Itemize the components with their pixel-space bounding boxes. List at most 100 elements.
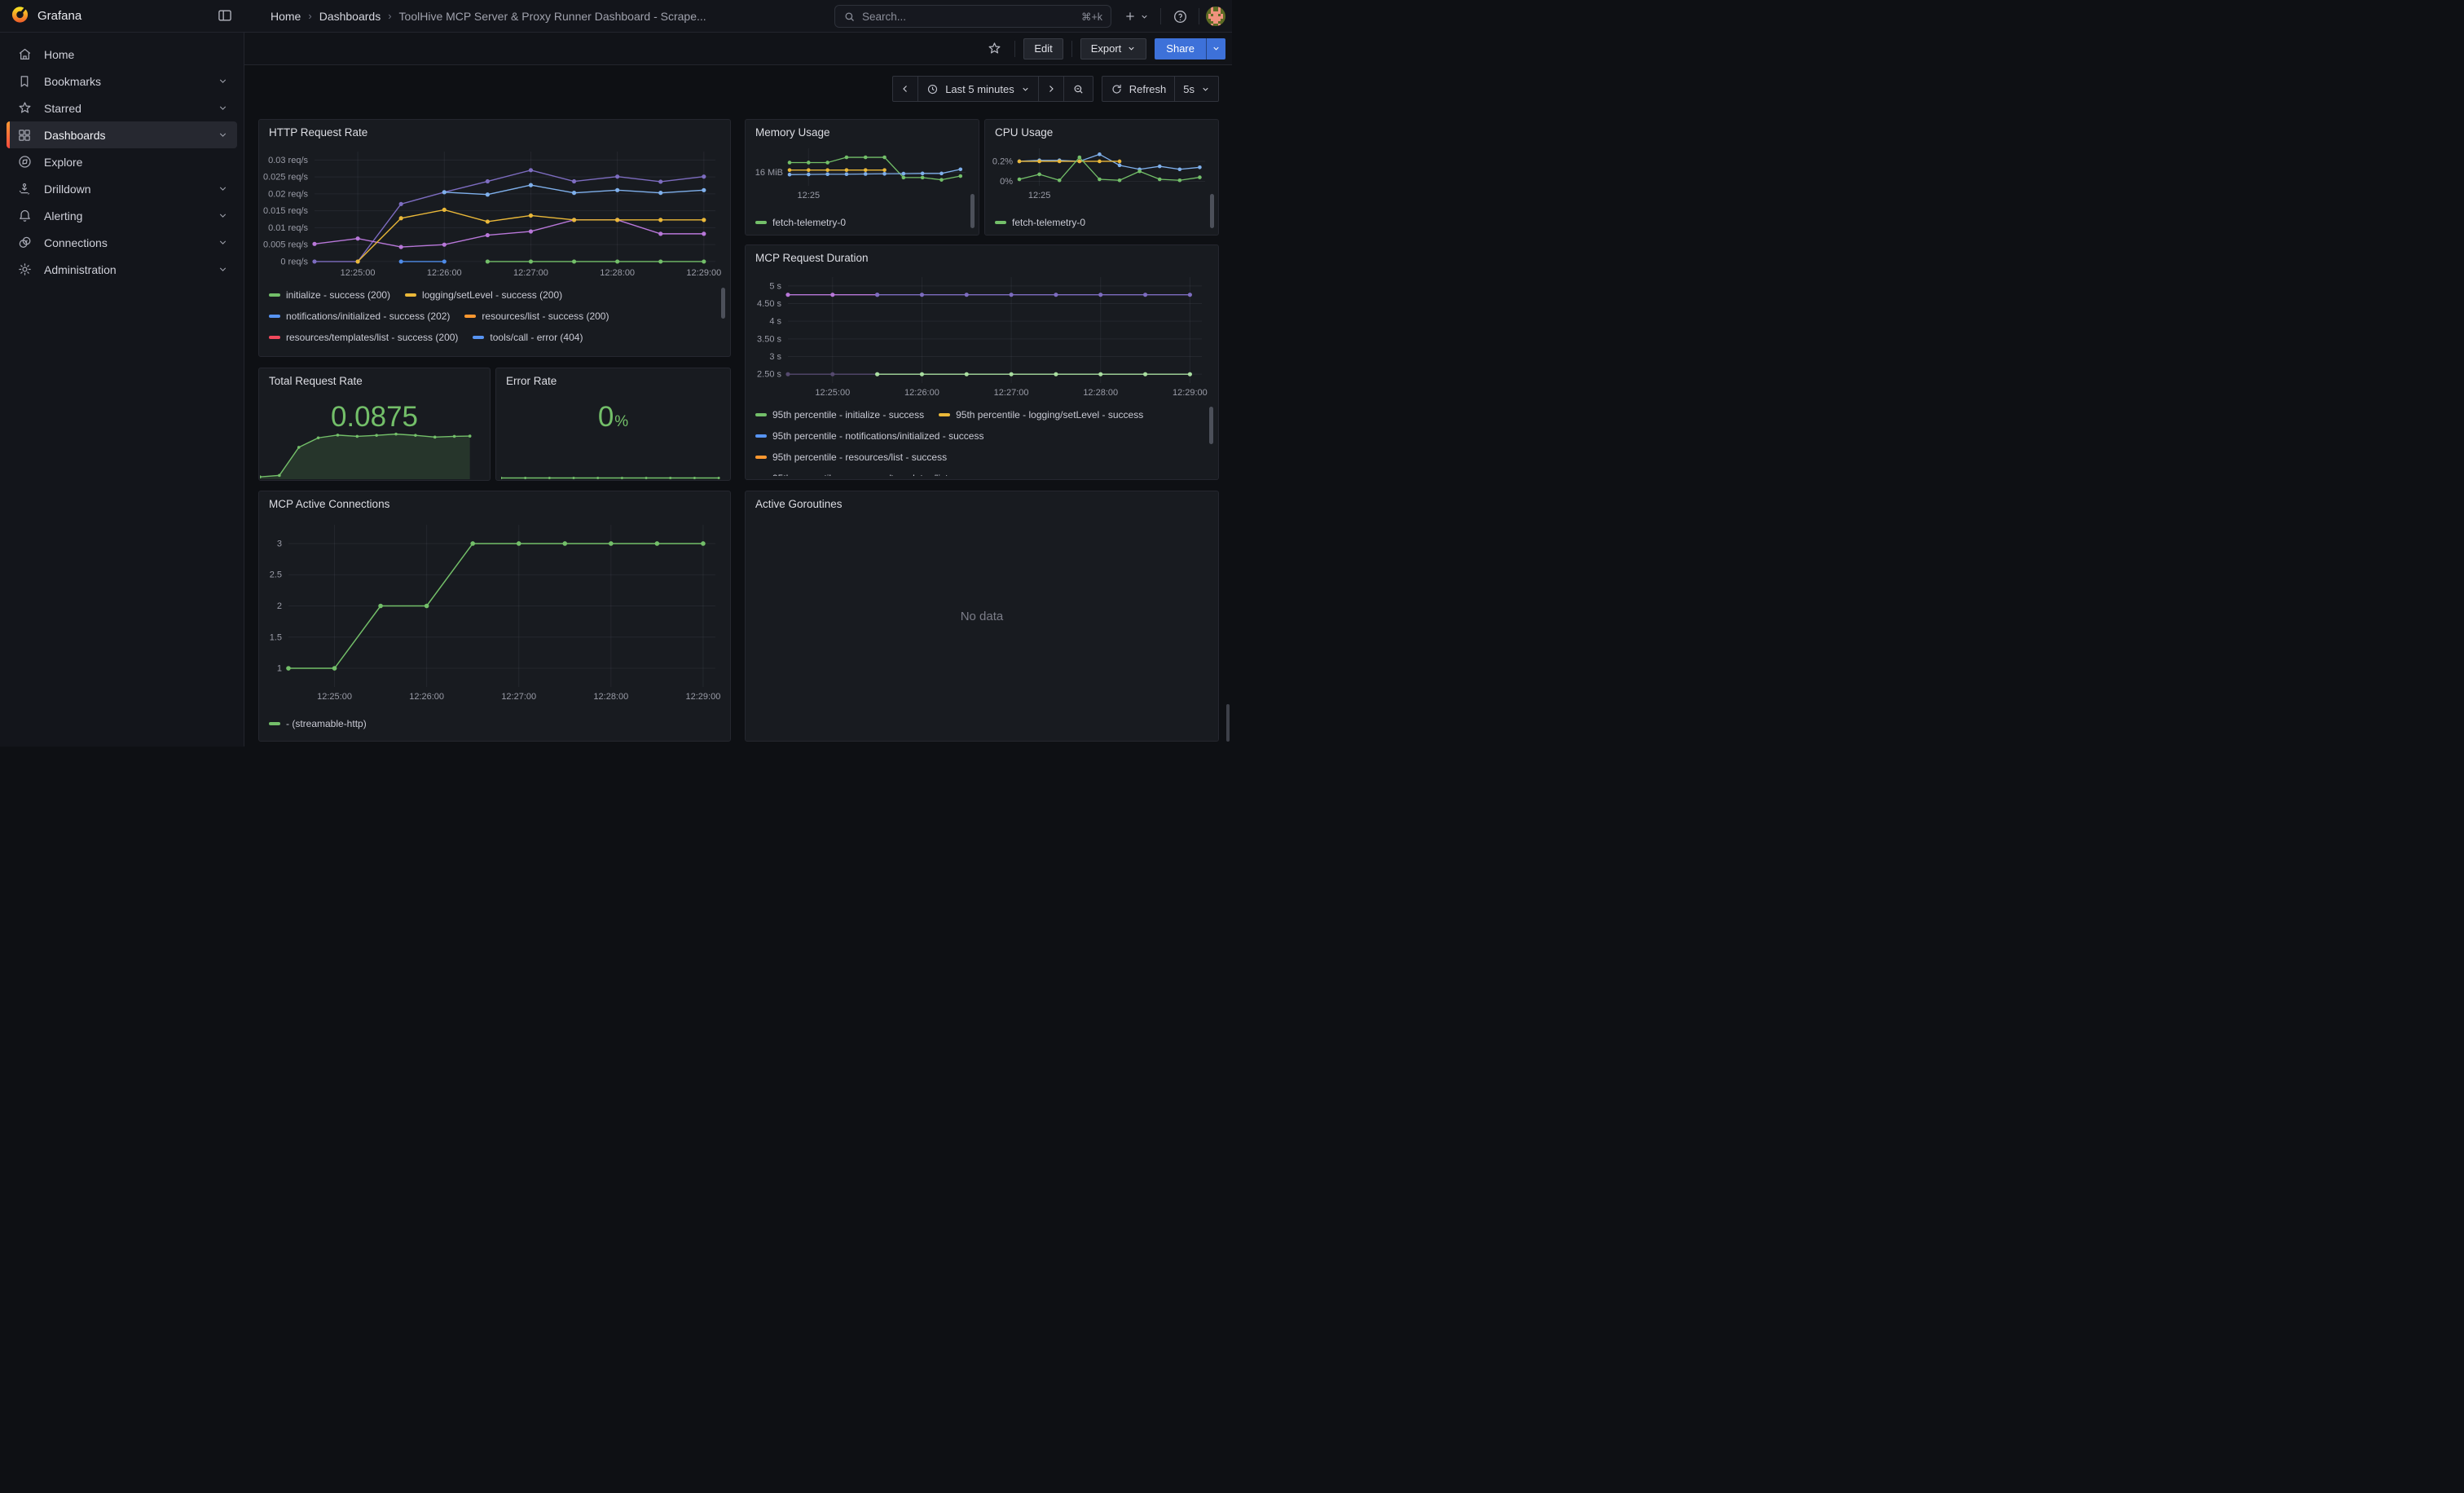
legend-item[interactable]: fetch-telemetry-0 <box>995 217 1085 228</box>
chevron-down-icon[interactable] <box>218 210 229 222</box>
legend-scrollbar[interactable] <box>1209 407 1213 444</box>
mcp-active-connections-chart[interactable]: 12:25:00 12:26:00 12:27:00 12:28:00 12:29:00… <box>262 519 722 703</box>
breadcrumb-home[interactable]: Home <box>271 9 301 23</box>
chevron-down-icon[interactable] <box>218 103 229 114</box>
sidebar-item-label: Drilldown <box>44 182 91 196</box>
data-point <box>844 168 849 172</box>
dashboard-toolbar: Edit Export Share <box>244 33 1232 65</box>
panel-title[interactable]: MCP Request Duration <box>755 252 869 264</box>
chevron-down-icon[interactable] <box>218 76 229 87</box>
time-shift-back-button[interactable] <box>893 77 917 101</box>
legend-item[interactable]: logging/setLevel - success (200) <box>405 289 562 301</box>
chevron-down-icon[interactable] <box>218 237 229 249</box>
chart-canvas[interactable]: 12:25 0.2% 0% <box>988 143 1212 202</box>
panel-title[interactable]: Total Request Rate <box>269 375 363 387</box>
help-button[interactable] <box>1168 4 1192 29</box>
legend-scrollbar[interactable] <box>970 194 975 228</box>
mcp-request-duration-chart[interactable]: 12:25:00 12:26:00 12:27:00 12:28:00 12:29:00… <box>749 271 1208 399</box>
data-point <box>958 174 963 178</box>
sidebar-item-explore[interactable]: Explore <box>7 148 237 175</box>
search-input[interactable]: Search... ⌘+k <box>834 5 1111 28</box>
time-shift-forward-button[interactable] <box>1037 77 1063 101</box>
panel-title[interactable]: Error Rate <box>506 375 557 387</box>
sidebar-item-alerting[interactable]: Alerting <box>7 202 237 229</box>
x-tick-label: 12:28:00 <box>593 692 628 702</box>
data-point <box>830 372 835 377</box>
data-point <box>1098 159 1102 164</box>
data-point <box>528 259 534 264</box>
gear-icon <box>15 260 34 280</box>
legend-item[interactable]: 95th percentile - resources/templates/li… <box>755 473 992 476</box>
legend-item[interactable]: notifications/initialized - success (202… <box>269 310 450 322</box>
sidebar-nav: Home Bookmarks Starred <box>0 33 244 746</box>
refresh-button[interactable]: Refresh <box>1102 77 1175 101</box>
data-point <box>1117 159 1122 164</box>
legend-item[interactable]: 95th percentile - initialize - success <box>755 409 924 421</box>
sidebar-item-connections[interactable]: Connections <box>7 229 237 256</box>
y-tick-label: 2.5 <box>270 570 282 580</box>
chart-canvas[interactable]: 12:25:00 12:26:00 12:27:00 12:28:00 12:29:00… <box>262 519 722 703</box>
chevron-down-icon[interactable] <box>218 264 229 275</box>
sidebar-item-drilldown[interactable]: Drilldown <box>7 175 237 202</box>
cpu-usage-chart[interactable]: 12:25 0.2% 0% <box>988 143 1212 202</box>
time-range-picker[interactable]: Last 5 minutes <box>917 77 1038 101</box>
legend-scrollbar[interactable] <box>1210 194 1214 228</box>
zoom-out-button[interactable] <box>1063 77 1093 101</box>
panel-title[interactable]: HTTP Request Rate <box>269 126 368 139</box>
sidebar-item-home[interactable]: Home <box>7 41 237 68</box>
refresh-interval-picker[interactable]: 5s <box>1174 77 1218 101</box>
legend-item[interactable]: 95th percentile - notifications/initiali… <box>755 430 983 442</box>
chart-canvas[interactable]: 12:25 16 MiB <box>749 143 972 202</box>
chart-canvas[interactable]: 12:25:00 12:26:00 12:27:00 12:28:00 12:29:00… <box>262 146 722 280</box>
legend-item[interactable]: tools/call - error (404) <box>473 332 583 343</box>
y-tick-label: 3.50 s <box>757 334 781 344</box>
data-point <box>1017 177 1022 182</box>
data-point <box>312 241 317 246</box>
edit-button[interactable]: Edit <box>1023 37 1063 59</box>
sidebar-toggle-icon[interactable] <box>217 7 235 25</box>
panel-title[interactable]: Memory Usage <box>755 126 830 139</box>
legend-item[interactable]: resources/templates/list - success (200) <box>269 332 458 343</box>
memory-usage-chart[interactable]: 12:25 16 MiB <box>749 143 972 202</box>
data-point <box>669 477 672 479</box>
sidebar-item-bookmarks[interactable]: Bookmarks <box>7 68 237 95</box>
panel-title[interactable]: MCP Active Connections <box>269 498 390 510</box>
breadcrumb-dashboards[interactable]: Dashboards <box>319 9 381 23</box>
data-point <box>645 477 648 479</box>
data-point <box>470 541 475 546</box>
chevron-down-icon[interactable] <box>218 183 229 195</box>
legend-item[interactable]: resources/list - success (200) <box>464 310 609 322</box>
panel-title[interactable]: Active Goroutines <box>755 498 843 510</box>
sidebar-item-starred[interactable]: Starred <box>7 95 237 121</box>
data-point <box>286 666 291 671</box>
legend-item[interactable]: 95th percentile - logging/setLevel - suc… <box>939 409 1143 421</box>
data-point <box>571 191 577 196</box>
legend-item[interactable]: 95th percentile - resources/list - succe… <box>755 451 947 463</box>
chart-canvas[interactable]: 12:25:00 12:26:00 12:27:00 12:28:00 12:29:00… <box>749 271 1208 399</box>
add-button[interactable] <box>1118 4 1154 29</box>
legend-item[interactable]: initialize - success (200) <box>269 289 390 301</box>
data-point <box>702 231 706 236</box>
chevron-down-icon[interactable] <box>218 130 229 141</box>
data-point <box>1187 293 1192 297</box>
share-dropdown-button[interactable] <box>1206 37 1225 59</box>
data-point <box>615 259 620 264</box>
page-scrollbar[interactable] <box>1226 704 1230 742</box>
star-dashboard-button[interactable] <box>982 37 1006 61</box>
legend-swatch <box>269 315 280 318</box>
http-request-rate-chart[interactable]: 12:25:00 12:26:00 12:27:00 12:28:00 12:29:00… <box>262 146 722 280</box>
legend-item[interactable]: - (streamable-http) <box>269 718 367 729</box>
user-avatar[interactable] <box>1206 7 1225 26</box>
legend-scrollbar[interactable] <box>721 288 725 319</box>
sidebar-item-administration[interactable]: Administration <box>7 256 237 283</box>
data-point <box>807 168 811 172</box>
sidebar-item-dashboards[interactable]: Dashboards <box>7 121 237 148</box>
export-button[interactable]: Export <box>1080 37 1147 59</box>
data-point <box>615 174 620 179</box>
share-button[interactable]: Share <box>1155 37 1206 59</box>
legend-item[interactable]: fetch-telemetry-0 <box>755 217 846 228</box>
data-point <box>702 187 706 192</box>
data-point <box>787 172 792 177</box>
grafana-logo-icon[interactable] <box>11 5 29 28</box>
panel-title[interactable]: CPU Usage <box>995 126 1054 139</box>
